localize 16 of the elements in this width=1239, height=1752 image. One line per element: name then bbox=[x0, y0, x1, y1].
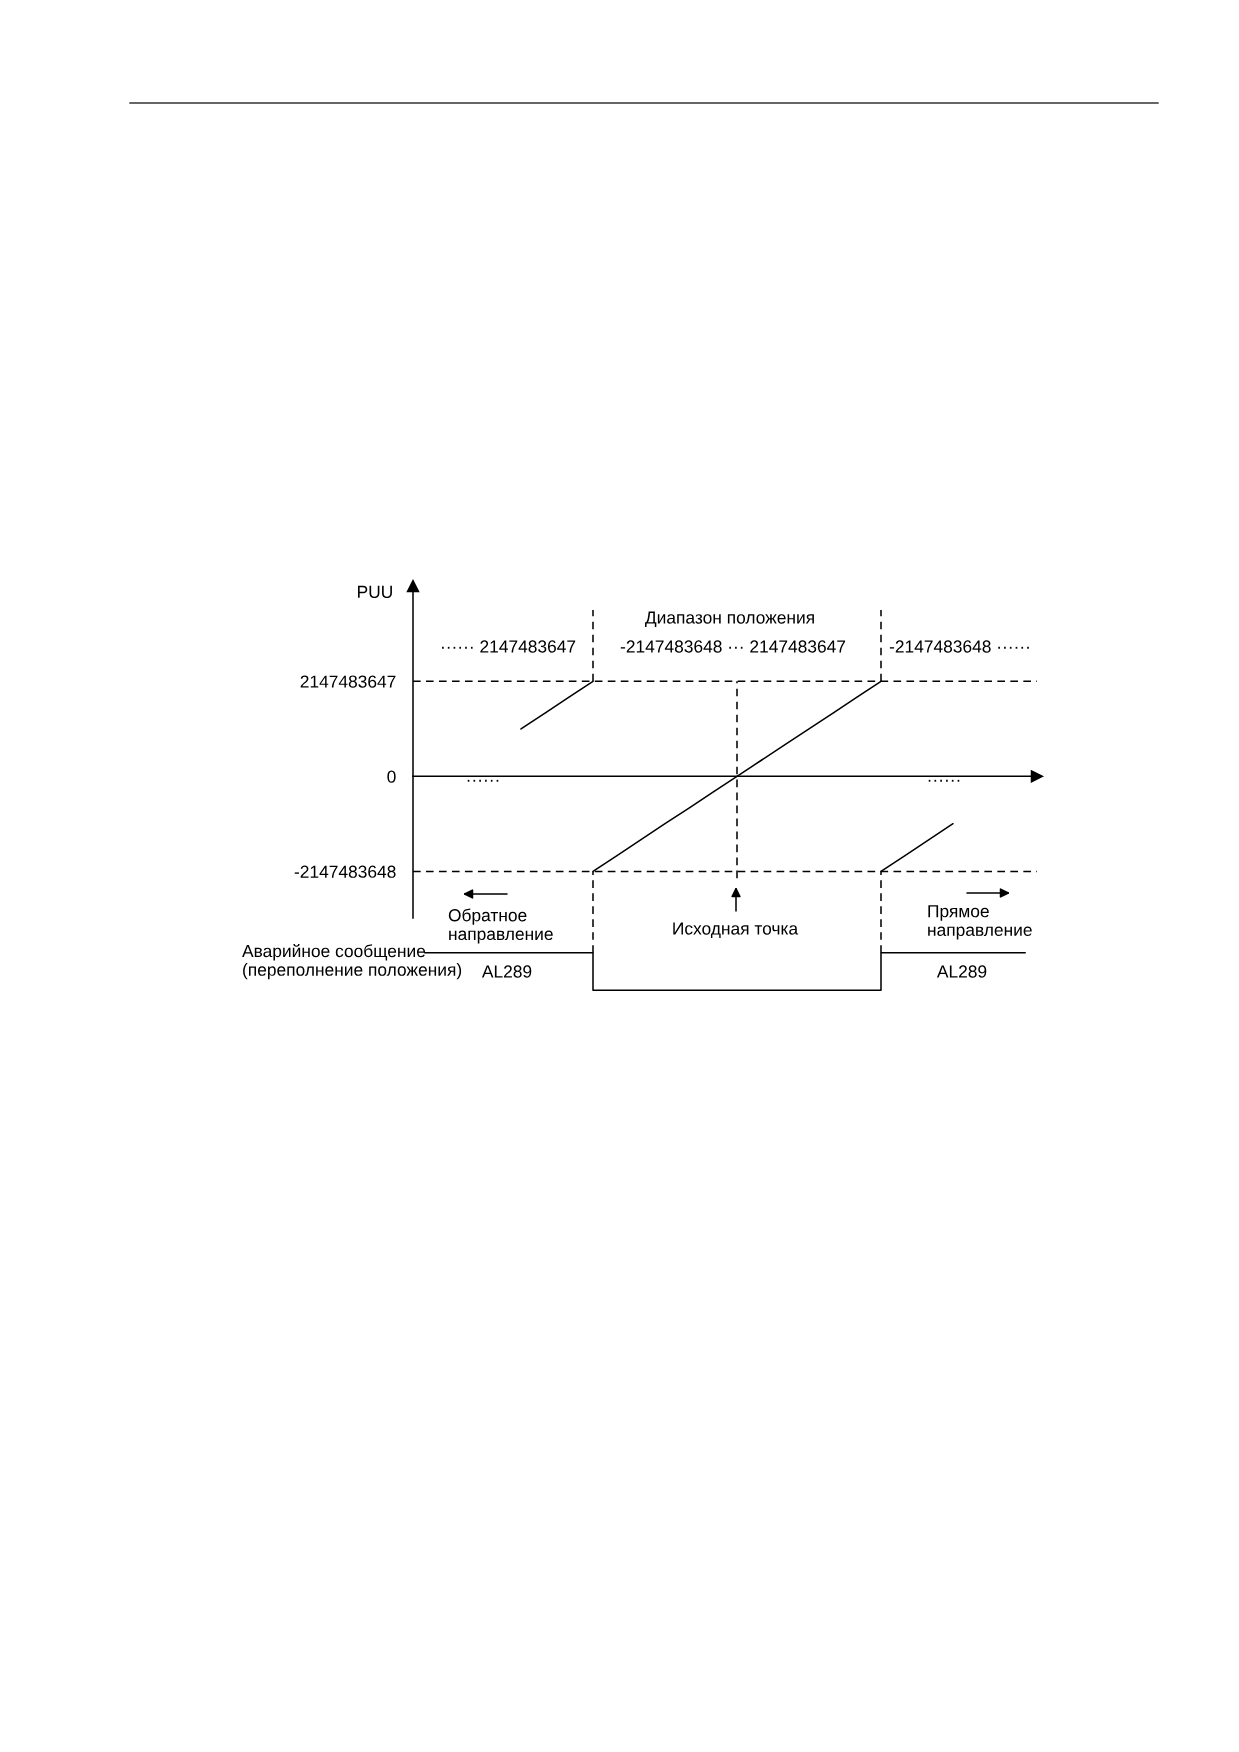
annotation: -2147483648 ······ bbox=[889, 640, 1029, 653]
y-tick-label: 0 bbox=[387, 770, 396, 783]
annotation: Обратное направление bbox=[448, 908, 553, 944]
annotation: AL289 bbox=[481, 965, 532, 978]
text: Исходная точка bbox=[673, 922, 799, 938]
y-tick-label: 2147483647 bbox=[300, 675, 396, 688]
y-axis-title: Аварийное сообщение (переполнение положения) bbox=[242, 944, 462, 980]
annotation: -2147483648 ··· 2147483647 bbox=[620, 640, 846, 653]
annotation: Прямое направление bbox=[928, 905, 1032, 940]
annotation: ······ bbox=[928, 779, 960, 782]
annotation: Диапазон положения bbox=[645, 611, 814, 627]
annotation: AL289 bbox=[936, 965, 987, 978]
y-axis-title: PUU bbox=[358, 585, 392, 598]
annotation: ······ 2147483647 bbox=[442, 640, 576, 653]
annotation: ······ bbox=[467, 779, 499, 782]
y-tick-label: -2147483648 bbox=[294, 865, 396, 878]
